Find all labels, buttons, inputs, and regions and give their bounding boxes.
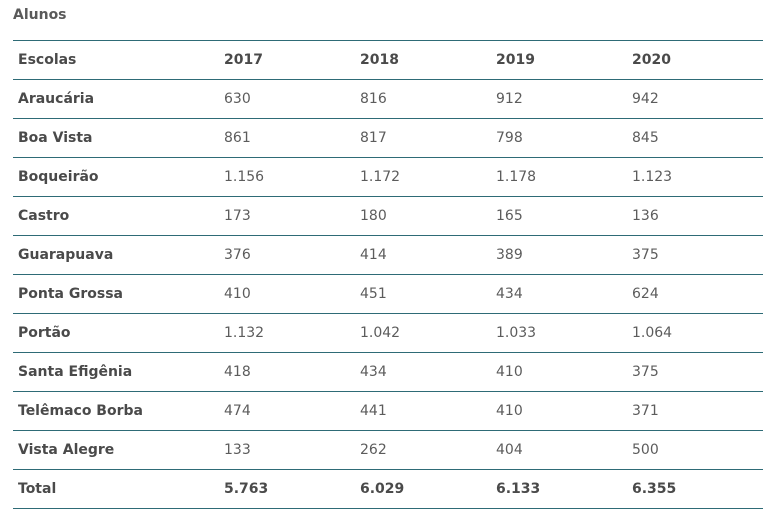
table-row: Boqueirão 1.156 1.172 1.178 1.123	[13, 157, 763, 197]
cell-value: 1.132	[219, 313, 355, 353]
header-year: 2017	[219, 40, 355, 80]
total-value: 6.355	[627, 469, 763, 509]
cell-value: 136	[627, 196, 763, 236]
table-row: Telêmaco Borba 474 441 410 371	[13, 391, 763, 431]
school-name: Telêmaco Borba	[13, 391, 219, 431]
school-name: Boa Vista	[13, 118, 219, 158]
cell-value: 817	[355, 118, 491, 158]
cell-value: 389	[491, 235, 627, 275]
table-row: Castro 173 180 165 136	[13, 196, 763, 236]
cell-value: 942	[627, 79, 763, 119]
cell-value: 375	[627, 352, 763, 392]
total-label: Total	[13, 469, 219, 509]
cell-value: 173	[219, 196, 355, 236]
cell-value: 624	[627, 274, 763, 314]
school-name: Castro	[13, 196, 219, 236]
cell-value: 630	[219, 79, 355, 119]
cell-value: 912	[491, 79, 627, 119]
cell-value: 410	[219, 274, 355, 314]
table-row: Guarapuava 376 414 389 375	[13, 235, 763, 275]
header-schools: Escolas	[13, 40, 219, 80]
cell-value: 1.172	[355, 157, 491, 197]
school-name: Guarapuava	[13, 235, 219, 275]
cell-value: 861	[219, 118, 355, 158]
school-name: Portão	[13, 313, 219, 353]
cell-value: 1.033	[491, 313, 627, 353]
cell-value: 1.156	[219, 157, 355, 197]
cell-value: 816	[355, 79, 491, 119]
header-year: 2020	[627, 40, 763, 80]
total-value: 6.029	[355, 469, 491, 509]
cell-value: 798	[491, 118, 627, 158]
cell-value: 262	[355, 430, 491, 470]
table-row: Araucária 630 816 912 942	[13, 79, 763, 119]
total-row: Total 5.763 6.029 6.133 6.355	[13, 469, 763, 509]
cell-value: 441	[355, 391, 491, 431]
cell-value: 180	[355, 196, 491, 236]
cell-value: 1.178	[491, 157, 627, 197]
school-name: Ponta Grossa	[13, 274, 219, 314]
cell-value: 133	[219, 430, 355, 470]
cell-value: 434	[355, 352, 491, 392]
cell-value: 474	[219, 391, 355, 431]
table-row: Santa Efigênia 418 434 410 375	[13, 352, 763, 392]
cell-value: 375	[627, 235, 763, 275]
cell-value: 500	[627, 430, 763, 470]
cell-value: 451	[355, 274, 491, 314]
table-row: Ponta Grossa 410 451 434 624	[13, 274, 763, 314]
school-name: Vista Alegre	[13, 430, 219, 470]
cell-value: 434	[491, 274, 627, 314]
cell-value: 371	[627, 391, 763, 431]
cell-value: 376	[219, 235, 355, 275]
school-name: Santa Efigênia	[13, 352, 219, 392]
table-row: Vista Alegre 133 262 404 500	[13, 430, 763, 470]
header-year: 2019	[491, 40, 627, 80]
header-year: 2018	[355, 40, 491, 80]
table-row: Portão 1.132 1.042 1.033 1.064	[13, 313, 763, 353]
cell-value: 410	[491, 391, 627, 431]
school-name: Araucária	[13, 79, 219, 119]
cell-value: 404	[491, 430, 627, 470]
table-row: Boa Vista 861 817 798 845	[13, 118, 763, 158]
students-table: Escolas 2017 2018 2019 2020 Araucária 63…	[13, 40, 763, 509]
table-header-row: Escolas 2017 2018 2019 2020	[13, 40, 763, 80]
cell-value: 1.042	[355, 313, 491, 353]
cell-value: 1.064	[627, 313, 763, 353]
cell-value: 1.123	[627, 157, 763, 197]
cell-value: 165	[491, 196, 627, 236]
school-name: Boqueirão	[13, 157, 219, 197]
cell-value: 418	[219, 352, 355, 392]
cell-value: 845	[627, 118, 763, 158]
total-value: 6.133	[491, 469, 627, 509]
total-value: 5.763	[219, 469, 355, 509]
cell-value: 410	[491, 352, 627, 392]
cell-value: 414	[355, 235, 491, 275]
table-caption: Alunos	[13, 7, 67, 23]
